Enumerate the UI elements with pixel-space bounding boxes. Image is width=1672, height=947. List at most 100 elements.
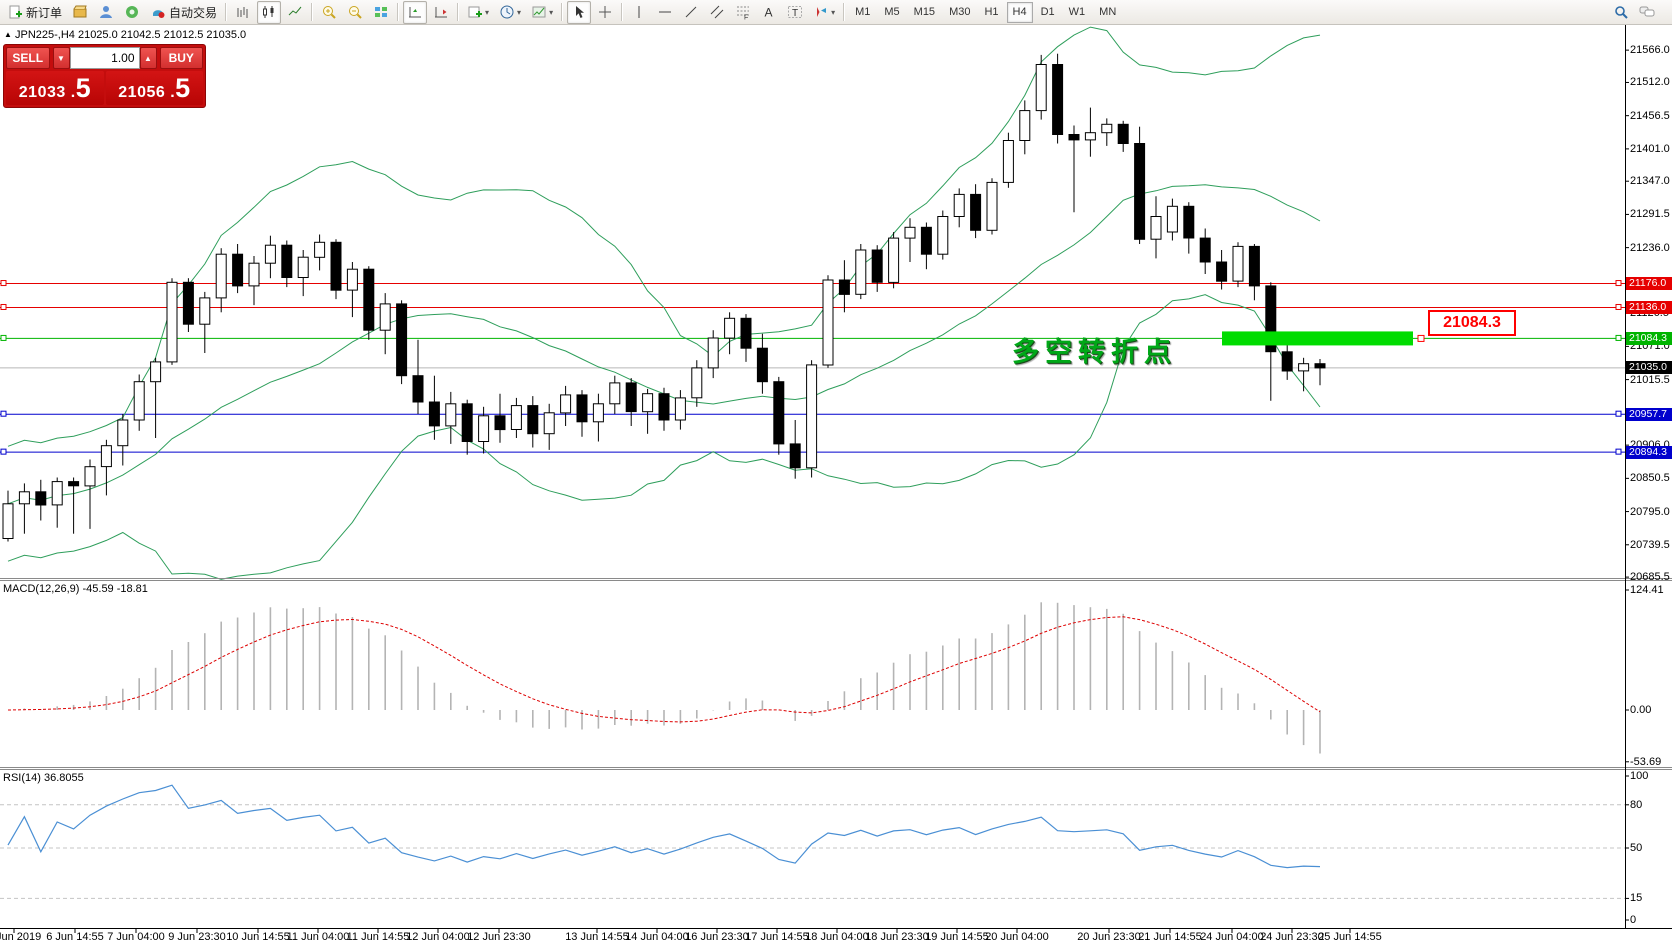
new-order-button[interactable]: 新订单 <box>3 1 66 24</box>
timeframe-w1-button[interactable]: W1 <box>1068 6 1086 18</box>
rsi-axis-tick: 50 <box>1630 842 1643 854</box>
price-axis-tick: 21566.0 <box>1630 44 1670 57</box>
bar-chart-button[interactable] <box>231 1 255 24</box>
time-axis-label: 21 Jun 14:55 <box>1138 931 1202 943</box>
toolbar-left: 新订单 自动交易 ▾ ▾ ▾ F A T ▾ M1 M5 M15 M30 H1 H4 D1 W1 MN <box>2 0 1123 25</box>
chart-shift-button[interactable] <box>429 1 453 24</box>
auto-scroll-icon <box>409 7 422 18</box>
auto-scroll-button[interactable] <box>403 0 428 24</box>
time-axis-label: 24 Jun 23:30 <box>1260 931 1324 943</box>
volume-increase-button[interactable]: ▲ <box>139 47 157 69</box>
arrows-button[interactable]: ▾ <box>809 1 839 24</box>
cursor-button[interactable] <box>567 0 592 24</box>
candlestick-chart-icon <box>263 6 274 18</box>
price-level-badge: 21176.0 <box>1626 277 1672 291</box>
macd-axis-tick: 0.00 <box>1630 704 1652 716</box>
periods-button[interactable]: ▾ <box>495 1 525 24</box>
timeframe-mn-button[interactable]: MN <box>1099 6 1117 18</box>
toolbar-separator <box>843 3 846 21</box>
sell-button[interactable]: SELL <box>6 47 50 69</box>
tile-windows-button[interactable] <box>369 1 393 24</box>
signals-icon <box>126 6 139 18</box>
templates-dropdown-arrow[interactable]: ▾ <box>549 7 554 17</box>
current-price-badge: 21035.0 <box>1626 361 1672 375</box>
price-axis-tick: 21015.5 <box>1630 373 1670 386</box>
toolbar-separator <box>457 3 460 21</box>
fibonacci-button[interactable]: F <box>731 1 755 24</box>
timeframe-d1-button[interactable]: D1 <box>1040 6 1055 18</box>
market-button[interactable] <box>68 1 92 24</box>
time-axis-label: 16 Jun 23:30 <box>685 931 749 943</box>
price-axis-tick: 20795.0 <box>1630 505 1670 518</box>
periods-dropdown-arrow[interactable]: ▾ <box>517 7 522 17</box>
time-axis-label: 14 Jun 04:00 <box>625 931 689 943</box>
zoom-in-icon <box>323 6 336 19</box>
templates-icon <box>532 6 546 18</box>
price-axis-tick: 21236.0 <box>1630 241 1670 254</box>
mql5-community-icon <box>100 6 113 18</box>
time-axis-label: 10 Jun 14:55 <box>226 931 290 943</box>
svg-text:A: A <box>765 6 773 20</box>
buy-price-display[interactable]: 21056 .5 <box>105 71 203 105</box>
time-axis-label: 25 Jun 14:55 <box>1318 931 1382 943</box>
time-axis-label: 9 Jun 23:30 <box>168 931 226 943</box>
signals-button[interactable] <box>120 1 144 24</box>
tile-windows-icon <box>375 7 388 17</box>
indicators-dropdown-arrow[interactable]: ▾ <box>485 7 490 17</box>
timeframe-m1-button[interactable]: M1 <box>855 6 871 18</box>
annotation-text[interactable]: 多空转折点 <box>1012 337 1177 367</box>
price-axis-tick: 21401.0 <box>1630 142 1670 155</box>
toolbar-separator <box>621 3 624 21</box>
timeframe-m30-button[interactable]: M30 <box>949 6 971 18</box>
equidistant-channel-button[interactable] <box>705 1 729 24</box>
price-tag-label[interactable]: 21084.3 <box>1428 310 1516 337</box>
timeframe-h1-button[interactable]: H1 <box>984 6 999 18</box>
line-chart-icon <box>288 6 302 16</box>
mql5-community-button[interactable] <box>94 1 118 24</box>
horizontal-line-icon <box>659 11 672 13</box>
buy-button[interactable]: BUY <box>159 47 203 69</box>
rsi-axis-tick: 0 <box>1630 914 1637 926</box>
new-order-label: 新订单 <box>26 5 63 20</box>
timeframe-m15-button[interactable]: M15 <box>913 6 936 18</box>
arrows-dropdown-arrow[interactable]: ▾ <box>831 7 836 17</box>
bar-chart-icon <box>237 7 248 18</box>
chat-button[interactable] <box>1635 1 1659 24</box>
text-label-button[interactable]: T <box>783 1 807 24</box>
candlestick-chart-button[interactable] <box>257 0 282 24</box>
search-button[interactable] <box>1609 1 1633 24</box>
time-axis-label: 7 Jun 04:00 <box>107 931 165 943</box>
toolbar-separator <box>225 3 228 21</box>
price-axis-tick: 21291.5 <box>1630 208 1670 221</box>
indicators-button[interactable]: ▾ <box>463 1 493 24</box>
price-level-badge: 20894.3 <box>1626 445 1672 459</box>
time-axis-label: 12 Jun 23:30 <box>467 931 531 943</box>
toolbar-right <box>1608 1 1660 24</box>
text-button[interactable]: A <box>757 1 781 24</box>
auto-trading-button[interactable]: 自动交易 <box>146 1 221 24</box>
rsi-axis-tick: 100 <box>1630 770 1649 782</box>
crosshair-button[interactable] <box>593 1 617 24</box>
time-axis-label: 11 Jun 04:00 <box>286 931 350 943</box>
volume-input[interactable] <box>69 47 140 69</box>
templates-button[interactable]: ▾ <box>527 1 557 24</box>
zoom-out-icon <box>349 6 362 19</box>
timeframe-m5-button[interactable]: M5 <box>884 6 900 18</box>
arrows-icon <box>817 7 827 17</box>
volume-decrease-button[interactable]: ▼ <box>52 47 70 69</box>
text-label-icon: T <box>788 6 803 19</box>
line-chart-button[interactable] <box>283 1 307 24</box>
vertical-line-button[interactable] <box>627 1 651 24</box>
sell-price-display[interactable]: 21033 .5 <box>6 71 104 105</box>
timeframe-h4-button[interactable]: H4 <box>1006 1 1033 23</box>
horizontal-line-button[interactable] <box>653 1 677 24</box>
chart-collapse-arrow[interactable]: ▲ <box>4 30 12 39</box>
zoom-out-button[interactable] <box>343 1 367 24</box>
text-icon: A <box>765 6 773 20</box>
auto-trading-label: 自动交易 <box>169 5 218 20</box>
trendline-button[interactable] <box>679 1 703 24</box>
zoom-in-button[interactable] <box>317 1 341 24</box>
price-level-badge: 21084.3 <box>1626 331 1672 345</box>
